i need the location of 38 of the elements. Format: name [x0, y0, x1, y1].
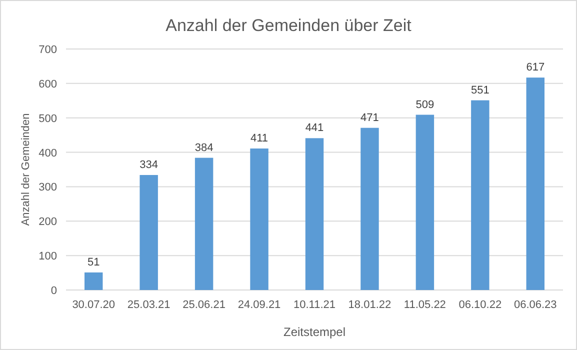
bar [140, 175, 158, 290]
data-label: 334 [140, 159, 158, 172]
data-label: 384 [194, 142, 214, 154]
x-tick-label: 25.03.21 [127, 299, 170, 311]
bar [305, 138, 324, 290]
x-tick-label: 24.09.21 [238, 299, 281, 311]
y-tick-label: 100 [38, 250, 57, 263]
x-tick-label: 06.06.23 [514, 299, 557, 311]
x-axis-title: Zeitstempel [283, 325, 346, 339]
data-label: 471 [360, 112, 379, 124]
y-tick-label: 0 [50, 285, 57, 297]
bar [194, 158, 214, 290]
x-tick-label: 18.01.22 [348, 299, 392, 311]
bar [84, 272, 103, 290]
data-label: 441 [305, 122, 324, 134]
bar [360, 128, 379, 290]
y-tick-label: 200 [38, 216, 57, 228]
chart-title: Anzahl der Gemeinden über Zeit [166, 16, 412, 35]
y-tick-label: 600 [38, 78, 57, 90]
data-label: 551 [470, 84, 490, 96]
x-tick-label: 10.11.21 [293, 299, 336, 311]
bar [250, 148, 268, 290]
bar [416, 114, 434, 290]
data-label: 51 [87, 256, 100, 268]
bar [526, 78, 544, 290]
data-label: 509 [416, 98, 434, 111]
y-axis-title: Anzahl der Gemeinden [20, 113, 32, 226]
bar [471, 100, 490, 290]
x-tick-label: 30.07.20 [72, 299, 116, 311]
data-label: 617 [526, 62, 545, 74]
x-tick-label: 25.06.21 [182, 299, 226, 311]
x-tick-label: 06.10.22 [458, 299, 502, 311]
y-tick-label: 400 [38, 147, 57, 160]
y-tick-label: 300 [38, 182, 57, 194]
y-tick-label: 500 [38, 112, 57, 125]
data-label: 411 [250, 132, 268, 144]
x-tick-label: 11.05.22 [404, 299, 446, 311]
y-tick-label: 700 [38, 44, 57, 56]
